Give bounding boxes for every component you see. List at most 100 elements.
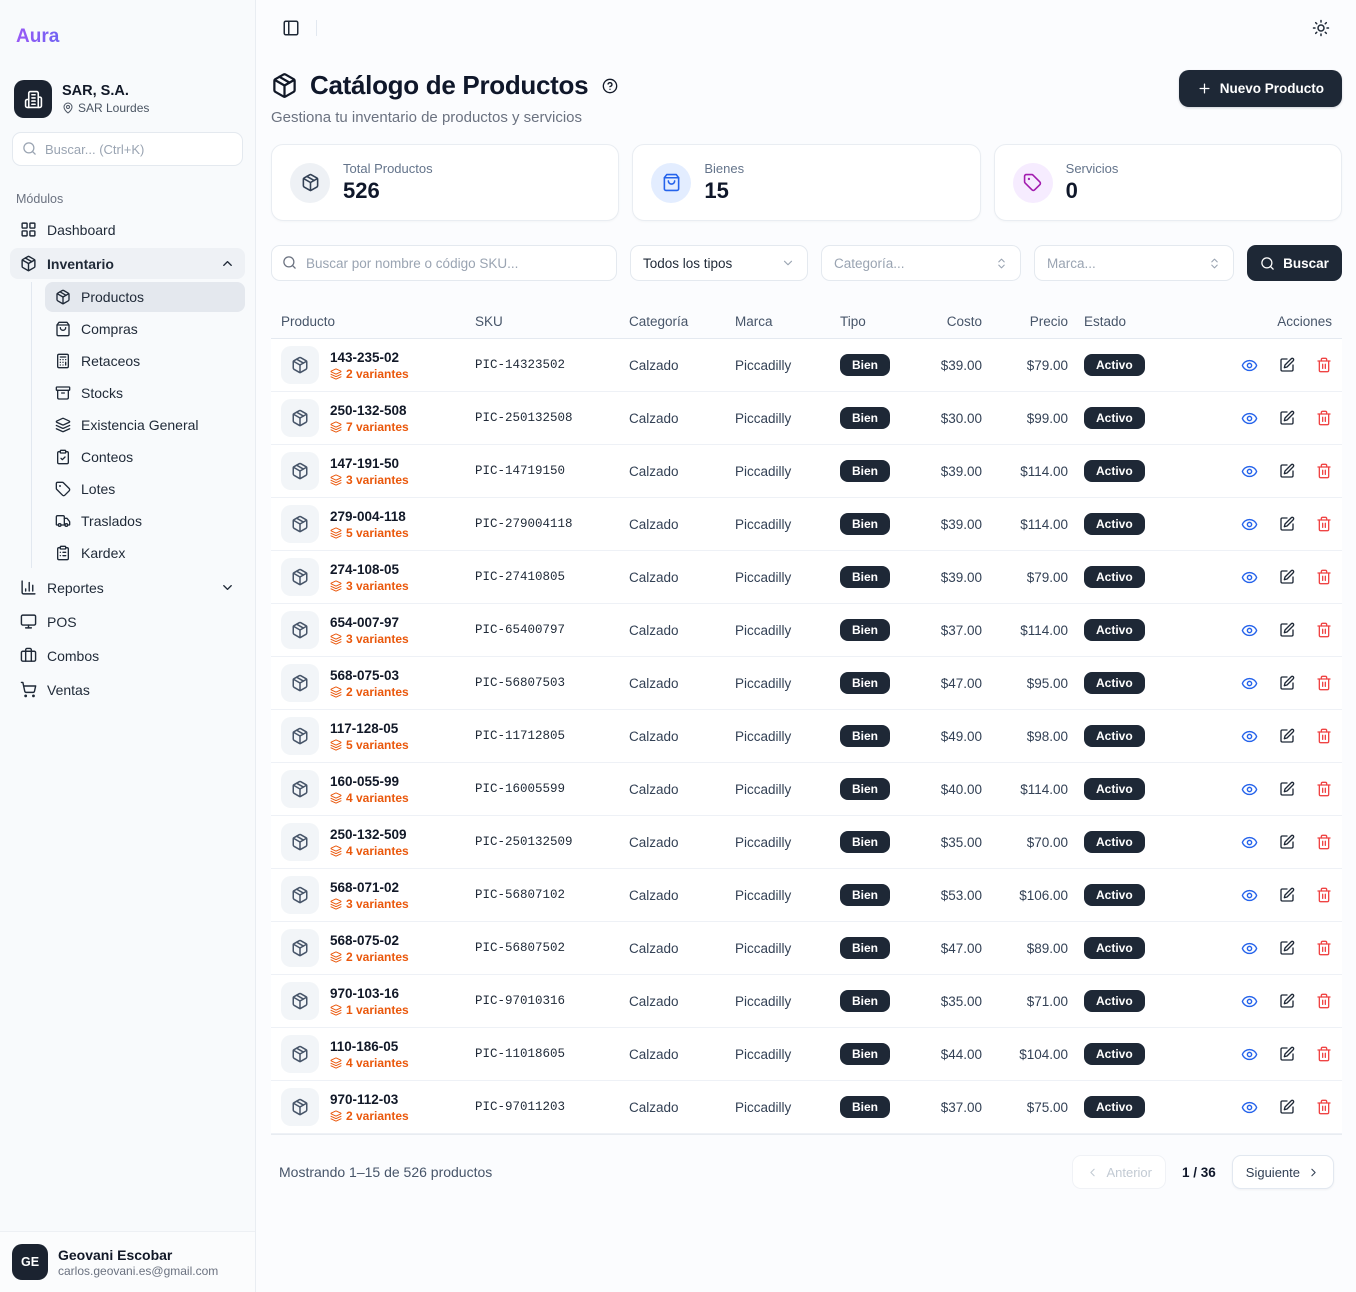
view-product-button[interactable] — [1241, 834, 1258, 851]
delete-product-button[interactable] — [1316, 940, 1332, 956]
view-product-button[interactable] — [1241, 569, 1258, 586]
type-badge: Bien — [840, 566, 891, 588]
delete-product-button[interactable] — [1316, 1046, 1332, 1062]
next-page-button[interactable]: Siguiente — [1231, 1155, 1334, 1189]
edit-product-button[interactable] — [1279, 887, 1295, 903]
submenu-item-retaceos[interactable]: Retaceos — [45, 346, 245, 376]
delete-product-button[interactable] — [1316, 569, 1332, 585]
edit-product-button[interactable] — [1279, 993, 1295, 1009]
view-product-button[interactable] — [1241, 357, 1258, 374]
edit-product-button[interactable] — [1279, 569, 1295, 585]
brand-filter-combobox[interactable]: Marca... — [1034, 245, 1234, 281]
delete-product-button[interactable] — [1316, 622, 1332, 638]
view-product-button[interactable] — [1241, 675, 1258, 692]
product-sku: PIC-65400797 — [475, 623, 566, 637]
delete-product-button[interactable] — [1316, 357, 1332, 373]
view-product-button[interactable] — [1241, 622, 1258, 639]
delete-product-button[interactable] — [1316, 1099, 1332, 1115]
sidebar-nav: Dashboard Inventario Productos Compras R… — [0, 214, 255, 708]
theme-toggle-button[interactable] — [1308, 15, 1334, 41]
submenu-item-conteos[interactable]: Conteos — [45, 442, 245, 472]
sidebar-item-label: Reportes — [47, 579, 104, 596]
delete-product-button[interactable] — [1316, 993, 1332, 1009]
help-button[interactable] — [602, 78, 618, 94]
product-price: $114.00 — [1020, 463, 1068, 479]
category-filter-combobox[interactable]: Categoría... — [821, 245, 1021, 281]
product-brand: Piccadilly — [735, 569, 792, 585]
new-product-button[interactable]: Nuevo Producto — [1178, 70, 1342, 107]
view-product-button[interactable] — [1241, 410, 1258, 427]
edit-pencil-icon — [1279, 516, 1295, 532]
edit-pencil-icon — [1279, 463, 1295, 479]
type-badge: Bien — [840, 831, 891, 853]
package-icon — [271, 72, 298, 99]
edit-product-button[interactable] — [1279, 410, 1295, 426]
submenu-item-label: Compras — [81, 321, 138, 337]
sidebar-item-pos[interactable]: POS — [10, 606, 245, 637]
sidebar-item-reportes[interactable]: Reportes — [10, 572, 245, 603]
edit-product-button[interactable] — [1279, 834, 1295, 850]
page-subtitle: Gestiona tu inventario de productos y se… — [271, 109, 582, 126]
submenu-item-existencia-general[interactable]: Existencia General — [45, 410, 245, 440]
submenu-item-stocks[interactable]: Stocks — [45, 378, 245, 408]
submenu-item-productos[interactable]: Productos — [45, 282, 245, 312]
type-filter-value: Todos los tipos — [643, 255, 733, 271]
delete-product-button[interactable] — [1316, 675, 1332, 691]
delete-product-button[interactable] — [1316, 728, 1332, 744]
company-selector[interactable]: SAR, S.A. SAR Lourdes — [14, 80, 241, 118]
sidebar-item-ventas[interactable]: Ventas — [10, 674, 245, 705]
sidebar-item-dashboard[interactable]: Dashboard — [10, 214, 245, 245]
sidebar-toggle-button[interactable] — [278, 15, 304, 41]
product-cost: $39.00 — [940, 516, 982, 532]
edit-product-button[interactable] — [1279, 1046, 1295, 1062]
view-product-button[interactable] — [1241, 516, 1258, 533]
submenu-item-traslados[interactable]: Traslados — [45, 506, 245, 536]
edit-product-button[interactable] — [1279, 728, 1295, 744]
edit-product-button[interactable] — [1279, 463, 1295, 479]
view-product-button[interactable] — [1241, 728, 1258, 745]
view-product-button[interactable] — [1241, 781, 1258, 798]
submenu-item-kardex[interactable]: Kardex — [45, 538, 245, 568]
view-product-button[interactable] — [1241, 1099, 1258, 1116]
user-menu[interactable]: GE Geovani Escobar carlos.geovani.es@gma… — [0, 1231, 255, 1292]
eye-icon — [1241, 569, 1258, 586]
delete-product-button[interactable] — [1316, 410, 1332, 426]
trash-icon — [1316, 728, 1332, 744]
product-cost: $35.00 — [940, 834, 982, 850]
product-price: $114.00 — [1020, 781, 1068, 797]
previous-page-button[interactable]: Anterior — [1072, 1155, 1166, 1189]
sidebar-item-inventario[interactable]: Inventario — [10, 248, 245, 279]
edit-product-button[interactable] — [1279, 940, 1295, 956]
edit-product-button[interactable] — [1279, 622, 1295, 638]
edit-product-button[interactable] — [1279, 781, 1295, 797]
submenu-item-label: Conteos — [81, 449, 134, 465]
delete-product-button[interactable] — [1316, 887, 1332, 903]
edit-product-button[interactable] — [1279, 675, 1295, 691]
delete-product-button[interactable] — [1316, 834, 1332, 850]
search-button[interactable]: Buscar — [1247, 245, 1342, 281]
trash-icon — [1316, 834, 1332, 850]
view-product-button[interactable] — [1241, 887, 1258, 904]
sidebar-search-input[interactable] — [12, 132, 243, 166]
delete-product-button[interactable] — [1316, 516, 1332, 532]
view-product-button[interactable] — [1241, 1046, 1258, 1063]
edit-product-button[interactable] — [1279, 357, 1295, 373]
type-filter-select[interactable]: Todos los tipos — [630, 245, 808, 281]
product-package-icon — [281, 452, 319, 490]
panel-left-icon — [282, 19, 300, 37]
delete-product-button[interactable] — [1316, 781, 1332, 797]
edit-product-button[interactable] — [1279, 516, 1295, 532]
edit-product-button[interactable] — [1279, 1099, 1295, 1115]
table-row: 274-108-05 3 variantes PIC-27410805 Calz… — [271, 551, 1342, 604]
submenu-item-lotes[interactable]: Lotes — [45, 474, 245, 504]
sidebar-item-combos[interactable]: Combos — [10, 640, 245, 671]
delete-product-button[interactable] — [1316, 463, 1332, 479]
product-search-input[interactable] — [271, 245, 617, 281]
submenu-item-compras[interactable]: Compras — [45, 314, 245, 344]
view-product-button[interactable] — [1241, 463, 1258, 480]
view-product-button[interactable] — [1241, 940, 1258, 957]
stats-row: Total Productos 526 Bienes 15 Servicios … — [271, 144, 1342, 221]
product-brand: Piccadilly — [735, 1099, 792, 1115]
view-product-button[interactable] — [1241, 993, 1258, 1010]
type-badge: Bien — [840, 884, 891, 906]
